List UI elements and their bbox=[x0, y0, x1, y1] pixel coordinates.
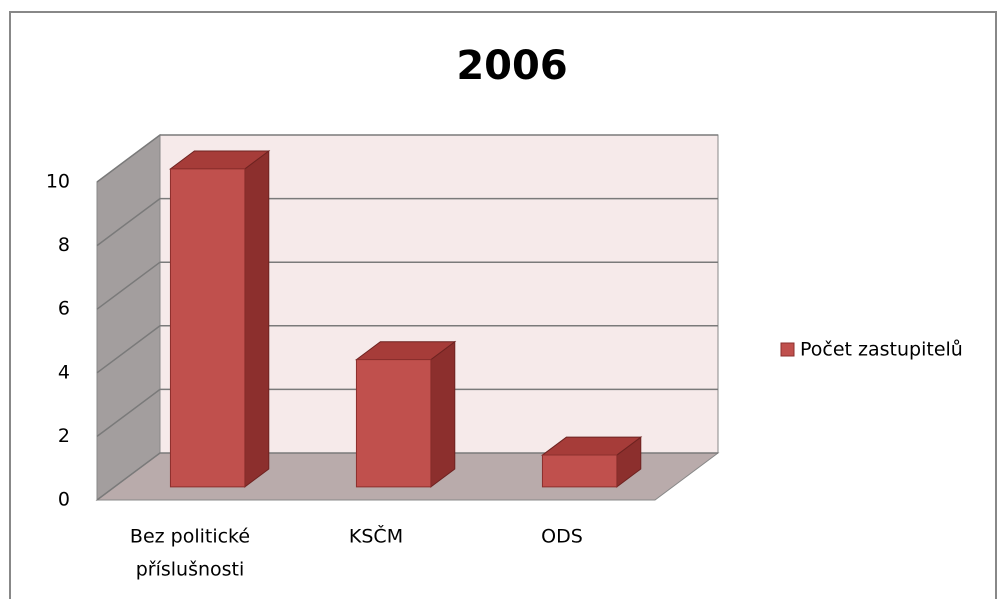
chart-title: 2006 bbox=[456, 43, 567, 89]
left-wall bbox=[96, 134, 161, 501]
bar bbox=[540, 436, 643, 488]
x-tick-label: příslušnosti bbox=[136, 559, 245, 581]
bar-side bbox=[430, 340, 456, 488]
y-tick-label: 2 bbox=[58, 425, 70, 447]
y-tick-label: 10 bbox=[46, 171, 70, 193]
bar bbox=[354, 340, 457, 488]
grid-line bbox=[96, 452, 718, 501]
x-tick-label: Bez politické bbox=[130, 526, 250, 548]
legend-swatch bbox=[780, 342, 795, 357]
legend-label: Počet zastupitelů bbox=[800, 339, 963, 361]
grid-line bbox=[96, 325, 718, 374]
bar-front bbox=[355, 359, 432, 488]
grid-line bbox=[96, 388, 718, 438]
y-tick-label: 4 bbox=[58, 361, 70, 383]
x-tick-label: ODS bbox=[541, 526, 583, 548]
x-tick-label: KSČM bbox=[349, 524, 403, 548]
grid-line bbox=[96, 134, 718, 183]
y-tick-label: 6 bbox=[58, 298, 70, 320]
bar-front bbox=[169, 168, 246, 488]
grid-line bbox=[96, 261, 718, 310]
bar bbox=[168, 149, 271, 488]
bar-front bbox=[541, 454, 618, 488]
bar-side bbox=[244, 149, 270, 488]
y-tick-label: 0 bbox=[58, 489, 70, 511]
grid-line bbox=[96, 197, 718, 247]
y-tick-label: 8 bbox=[58, 234, 70, 256]
